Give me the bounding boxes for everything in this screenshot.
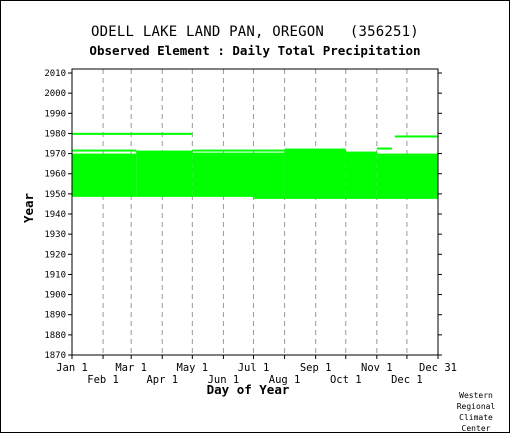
data-layer — [72, 132, 438, 199]
x-tick-label: Jun 1 — [208, 374, 240, 386]
data-coverage-block — [72, 153, 137, 197]
data-coverage-block — [136, 150, 193, 197]
data-coverage-line — [376, 147, 392, 150]
y-tick-label: 1920 — [44, 250, 66, 260]
y-tick-label: 1880 — [44, 331, 66, 341]
x-tick-label: Oct 1 — [330, 374, 362, 386]
y-tick-label: 1930 — [44, 230, 66, 240]
y-tick-label: 1910 — [44, 270, 66, 280]
wrcc-credit: Western Regional Climate Center — [446, 390, 506, 434]
data-coverage-line — [72, 149, 137, 152]
credit-line: Center — [461, 424, 491, 433]
data-coverage-block — [345, 151, 377, 199]
y-tick-label: 1870 — [44, 351, 66, 361]
y-tick-label: 1890 — [44, 311, 66, 321]
axis-layer: 1870 1880 1890 1900 1910 1920 1930 1940 1950 1960… — [44, 69, 457, 386]
x-tick-label: Jan 1 — [56, 362, 88, 374]
x-tick-label: Dec 1 — [391, 374, 423, 386]
y-tick-label: 1950 — [44, 190, 66, 200]
credit-line: Western — [459, 391, 493, 400]
credit-line: Climate — [459, 413, 493, 422]
y-tick-label: 1990 — [44, 109, 66, 119]
data-coverage-block — [284, 148, 346, 199]
data-coverage-line — [376, 153, 438, 156]
x-tick-label: Jul 1 — [238, 362, 270, 374]
credit-line: Regional — [456, 402, 496, 411]
data-coverage-line — [72, 132, 193, 135]
y-axis-label: Year — [21, 192, 36, 223]
x-tick-label: Dec 31 — [419, 362, 457, 374]
y-tick-label: 2010 — [44, 69, 66, 79]
chart-title: ODELL LAKE LAND PAN, OREGON (356251) — [91, 24, 419, 40]
x-tick-label: May 1 — [177, 362, 209, 374]
data-coverage-line — [192, 149, 285, 152]
grid-layer — [102, 69, 408, 355]
plot-area-border — [71, 68, 439, 356]
y-tick-label: 1970 — [44, 150, 66, 160]
x-tick-label: Sep 1 — [300, 362, 332, 374]
y-tick-label: 1960 — [44, 170, 66, 180]
x-tick-label: Aug 1 — [269, 374, 301, 386]
data-coverage-block — [192, 152, 254, 197]
data-coverage-block — [253, 152, 285, 199]
x-tick-label: Apr 1 — [146, 374, 178, 386]
x-axis-label: Day of Year — [207, 382, 290, 397]
y-tick-label: 1940 — [44, 210, 66, 220]
y-tick-label: 1980 — [44, 129, 66, 139]
x-tick-label: Feb 1 — [87, 374, 119, 386]
x-tick-label: Mar 1 — [115, 362, 147, 374]
data-coverage-block — [376, 155, 438, 199]
y-tick-label: 2000 — [44, 89, 66, 99]
data-coverage-line — [394, 135, 438, 138]
y-tick-label: 1900 — [44, 291, 66, 301]
x-tick-label: Nov 1 — [361, 362, 393, 374]
chart-subtitle: Observed Element : Daily Total Precipita… — [89, 43, 421, 58]
